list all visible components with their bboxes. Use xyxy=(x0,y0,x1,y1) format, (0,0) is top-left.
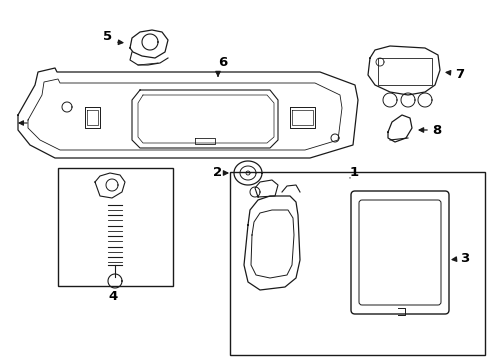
Text: 2: 2 xyxy=(213,166,222,179)
Text: 4: 4 xyxy=(108,291,118,303)
Text: 5: 5 xyxy=(103,31,112,44)
Text: 7: 7 xyxy=(454,68,463,81)
Bar xyxy=(229,172,484,355)
Text: 6: 6 xyxy=(218,55,227,68)
Bar xyxy=(58,168,173,286)
Text: 8: 8 xyxy=(431,123,440,136)
Text: 1: 1 xyxy=(349,166,358,179)
Text: 3: 3 xyxy=(459,252,468,265)
